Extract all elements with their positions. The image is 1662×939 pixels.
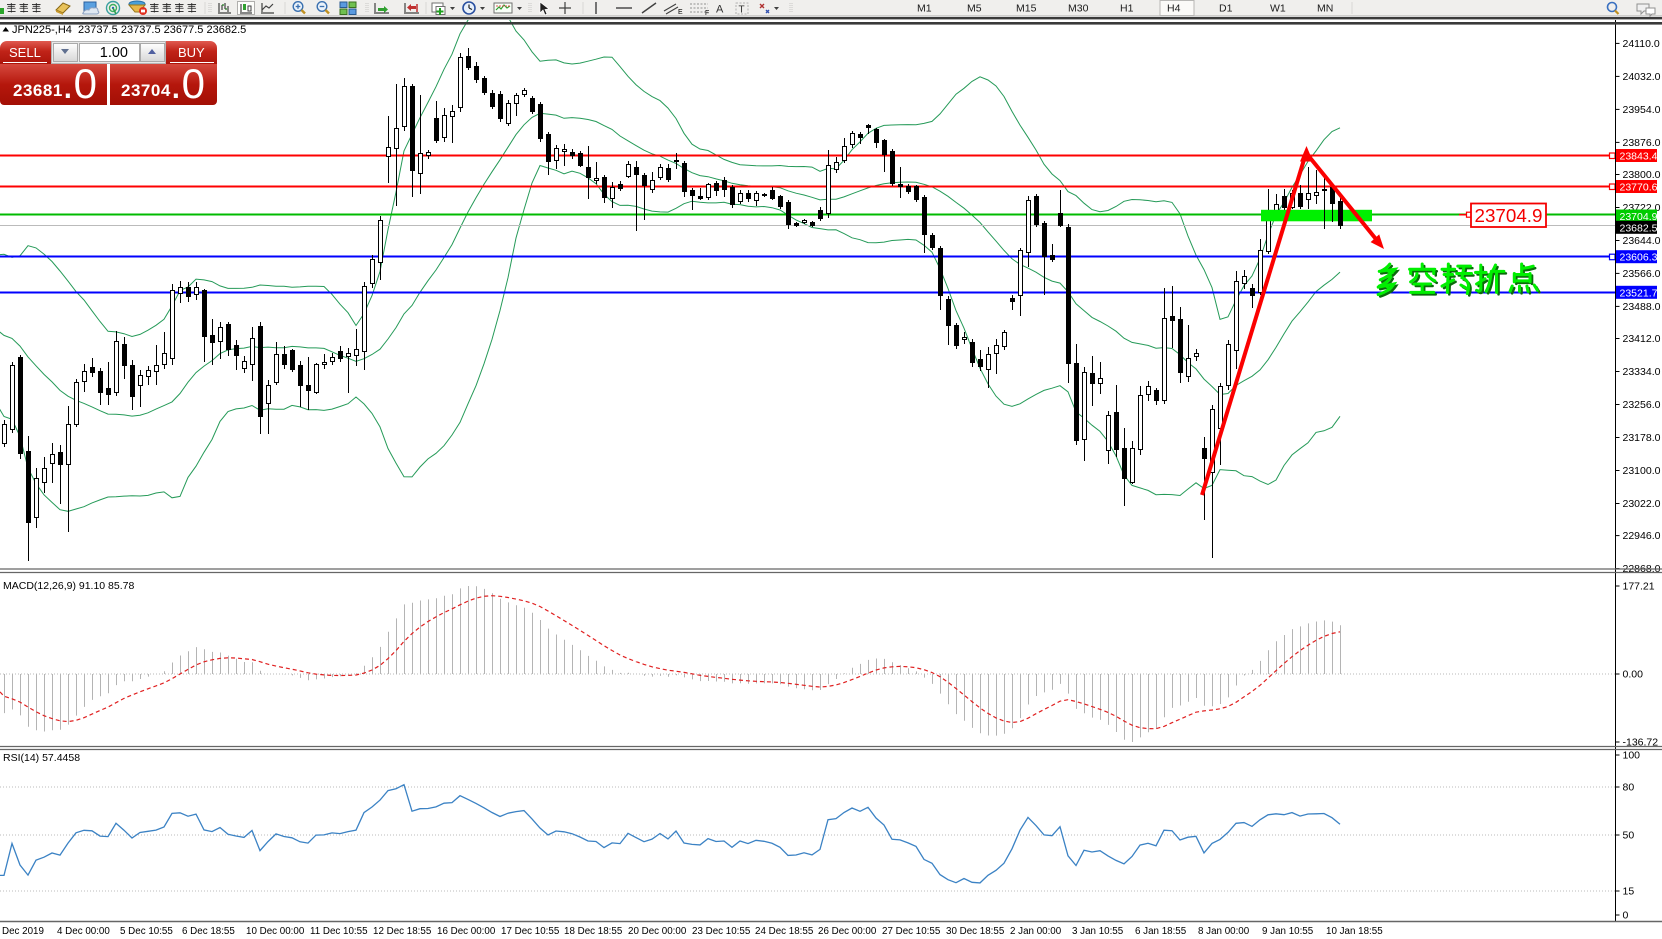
svg-text:17 Dec 10:55: 17 Dec 10:55 [501, 926, 560, 937]
svg-text:D1: D1 [1219, 3, 1233, 15]
svg-text:23488.0: 23488.0 [1623, 301, 1661, 313]
svg-text:23334.0: 23334.0 [1623, 366, 1661, 378]
svg-text:6 Dec 18:55: 6 Dec 18:55 [182, 926, 235, 937]
svg-text:9 Jan 10:55: 9 Jan 10:55 [1262, 926, 1314, 937]
svg-text:23876.0: 23876.0 [1623, 137, 1661, 149]
svg-text:-136.72: -136.72 [1623, 737, 1659, 749]
svg-text:M1: M1 [917, 3, 932, 15]
svg-text:50: 50 [1623, 830, 1635, 842]
svg-text:0: 0 [1623, 910, 1629, 922]
svg-text:5 Dec 10:55: 5 Dec 10:55 [120, 926, 173, 937]
svg-text:16 Dec 00:00: 16 Dec 00:00 [437, 926, 496, 937]
svg-text:15: 15 [1623, 886, 1635, 898]
svg-text:23100.0: 23100.0 [1623, 465, 1661, 477]
svg-text:12 Dec 18:55: 12 Dec 18:55 [373, 926, 432, 937]
svg-text:E: E [678, 9, 683, 16]
svg-text:22946.0: 22946.0 [1623, 530, 1661, 542]
svg-text:F: F [705, 10, 709, 17]
svg-text:23022.0: 23022.0 [1623, 498, 1661, 510]
svg-text:A: A [716, 4, 724, 16]
svg-text:30 Dec 18:55: 30 Dec 18:55 [946, 926, 1005, 937]
svg-text:MN: MN [1317, 3, 1333, 15]
svg-text:W1: W1 [1270, 3, 1286, 15]
svg-text:23412.0: 23412.0 [1623, 333, 1661, 345]
svg-text:23843.4: 23843.4 [1620, 151, 1658, 163]
svg-text:23704.9: 23704.9 [1475, 205, 1543, 226]
svg-text:10 Jan 18:55: 10 Jan 18:55 [1326, 926, 1383, 937]
svg-text:Dec 2019: Dec 2019 [2, 926, 44, 937]
svg-text:10 Dec 00:00: 10 Dec 00:00 [246, 926, 305, 937]
svg-text:23178.0: 23178.0 [1623, 432, 1661, 444]
svg-text:RSI(14) 57.4458: RSI(14) 57.4458 [3, 752, 80, 764]
svg-text:23770.6: 23770.6 [1620, 182, 1658, 194]
svg-text:23644.0: 23644.0 [1623, 235, 1661, 247]
svg-text:6 Jan 18:55: 6 Jan 18:55 [1135, 926, 1187, 937]
svg-text:4 Dec 00:00: 4 Dec 00:00 [57, 926, 110, 937]
svg-text:24032.0: 24032.0 [1623, 71, 1661, 83]
svg-text:20 Dec 00:00: 20 Dec 00:00 [628, 926, 687, 937]
svg-text:100: 100 [1623, 750, 1641, 762]
svg-text:23704.9: 23704.9 [1620, 211, 1658, 223]
svg-text:2 Jan 00:00: 2 Jan 00:00 [1010, 926, 1062, 937]
svg-text:H4: H4 [1167, 3, 1181, 15]
svg-text:3 Jan 10:55: 3 Jan 10:55 [1072, 926, 1124, 937]
svg-text:24 Dec 18:55: 24 Dec 18:55 [755, 926, 814, 937]
svg-text:8 Jan 00:00: 8 Jan 00:00 [1198, 926, 1250, 937]
svg-text:M5: M5 [967, 3, 982, 15]
svg-text:M30: M30 [1068, 3, 1089, 15]
svg-text:23256.0: 23256.0 [1623, 399, 1661, 411]
svg-text:JPN225-,H4 23737.5 23737.5 23: JPN225-,H4 23737.5 23737.5 23677.5 23682… [12, 24, 246, 36]
svg-text:H1: H1 [1120, 3, 1134, 15]
svg-text:T: T [739, 5, 745, 16]
svg-text:M15: M15 [1016, 3, 1037, 15]
svg-text:26 Dec 00:00: 26 Dec 00:00 [818, 926, 877, 937]
svg-text:11 Dec 10:55: 11 Dec 10:55 [310, 926, 368, 937]
svg-text:27 Dec 10:55: 27 Dec 10:55 [882, 926, 941, 937]
svg-text:24110.0: 24110.0 [1623, 38, 1660, 50]
svg-text:23521.7: 23521.7 [1620, 287, 1658, 299]
svg-text:18 Dec 18:55: 18 Dec 18:55 [564, 926, 623, 937]
svg-text:0.00: 0.00 [1623, 669, 1644, 681]
svg-text:80: 80 [1623, 782, 1635, 794]
svg-text:MACD(12,26,9) 91.10 85.78: MACD(12,26,9) 91.10 85.78 [3, 580, 134, 592]
svg-text:23682.5: 23682.5 [1620, 222, 1658, 234]
svg-text:23606.3: 23606.3 [1620, 252, 1658, 264]
svg-text:23 Dec 10:55: 23 Dec 10:55 [692, 926, 751, 937]
svg-text:23566.0: 23566.0 [1623, 268, 1661, 280]
svg-text:23954.0: 23954.0 [1623, 104, 1661, 116]
svg-text:23800.0: 23800.0 [1623, 169, 1661, 181]
svg-text:177.21: 177.21 [1623, 581, 1655, 593]
